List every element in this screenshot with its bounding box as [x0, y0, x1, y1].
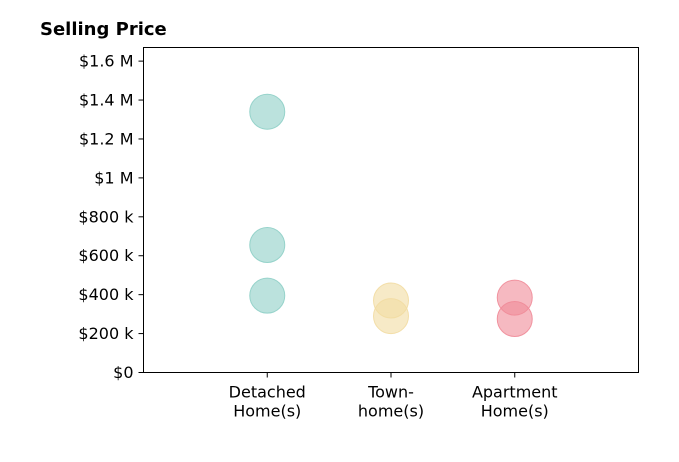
data-point — [249, 277, 286, 314]
x-axis: DetachedHome(s)Town-home(s)ApartmentHome… — [229, 372, 558, 421]
x-tick-label: Home(s) — [481, 402, 549, 421]
y-tick-label: $1.6 M — [79, 52, 134, 71]
y-tick-label: $1.2 M — [79, 129, 134, 148]
y-tick-label: $600 k — [78, 246, 134, 265]
x-tick-label: Apartment — [472, 383, 558, 402]
data-point — [249, 93, 286, 130]
x-tick-label: Detached — [229, 383, 306, 402]
x-tick-label: home(s) — [358, 402, 424, 421]
x-tick-label: Home(s) — [233, 402, 301, 421]
y-tick-label: $800 k — [78, 207, 134, 226]
y-tick-label: $1 M — [94, 168, 133, 187]
x-tick-label: Town- — [367, 383, 414, 402]
y-tick-label: $1.4 M — [79, 91, 134, 110]
data-point — [249, 227, 286, 264]
chart-title: Selling Price — [40, 19, 167, 40]
y-tick-label: $0 — [113, 363, 133, 382]
data-point — [373, 298, 409, 335]
y-tick-label: $400 k — [78, 285, 134, 304]
data-point — [496, 300, 533, 337]
data-points — [249, 93, 533, 337]
y-axis: $0 $200 k $400 k $600 k $800 k $1 M $1.2 M $1.4… — [78, 52, 144, 382]
y-tick-label: $200 k — [78, 324, 134, 343]
